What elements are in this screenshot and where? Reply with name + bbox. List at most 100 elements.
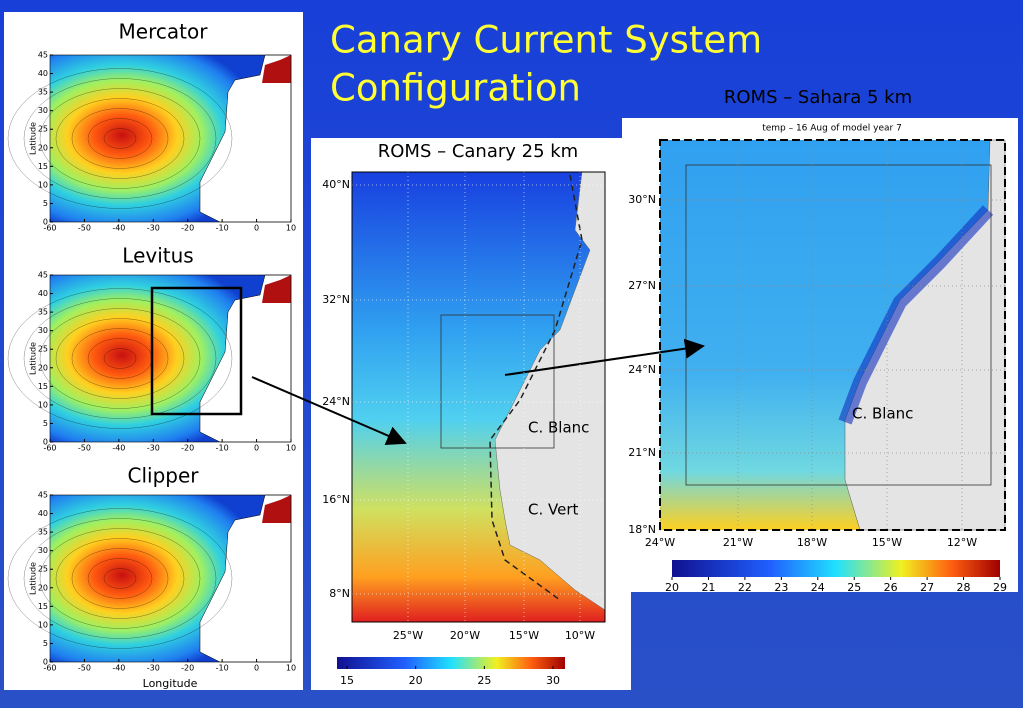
contour [39,88,201,189]
contour [23,518,217,639]
x-tick-label: -20 [181,224,194,233]
y-tick-label: 45 [38,271,48,280]
x-tick-label: -50 [78,444,91,453]
y-tick-label: 35 [38,88,48,97]
x-tick-label: 10 [286,664,296,673]
colorbar-label: 20 [409,674,423,687]
y-tick-label: 32°N [322,293,350,306]
contour [103,568,137,589]
y-tick-label: 16°N [322,493,350,506]
map-label: ROMS – Sahara 5 km [724,87,912,108]
y-tick-label: 5 [43,639,48,648]
y-tick-label: 8°N [329,587,350,600]
contour [55,538,185,619]
colorbar-label: 22 [738,581,752,594]
x-tick-label: 21°W [723,536,753,549]
y-tick-label: 0 [43,658,48,667]
x-tick-label: -60 [43,224,56,233]
axes [351,171,606,623]
colorbar-label: 23 [774,581,788,594]
contour [71,328,169,389]
y-tick-label: 24°N [322,395,350,408]
nest-box [440,314,555,449]
x-tick-label: -10 [216,444,229,453]
colorbar-label: 24 [811,581,825,594]
x-tick-label: -30 [147,444,160,453]
x-tick-label: -10 [216,224,229,233]
annotation: C. Blanc [852,405,913,423]
arrow [504,338,705,376]
y-tick-label: 25 [38,345,48,354]
x-tick-label: -60 [43,664,56,673]
y-axis-label: Latitude [29,122,38,155]
map-label: ROMS – Canary 25 km [378,141,578,162]
y-tick-label: 45 [38,491,48,500]
x-tick-label: -30 [147,664,160,673]
colorbar-label: 28 [957,581,971,594]
title-line: Canary Current System [330,19,762,62]
x-tick-label: -60 [43,444,56,453]
colorbar-label: 15 [340,674,354,687]
annotation: C. Vert [528,501,579,519]
x-tick-label: 0 [254,224,259,233]
title-line: Configuration [330,67,581,110]
x-tick-label: 0 [254,444,259,453]
x-tick-label: 20°W [450,629,480,642]
y-tick-label: 0 [43,438,48,447]
y-tick-label: 30 [38,326,48,335]
y-tick-label: 40 [38,289,48,298]
y-tick-label: 10 [38,400,48,409]
axes [659,139,1006,531]
contour [103,348,137,369]
axes [49,274,292,443]
contour [71,108,169,169]
contour [7,288,233,429]
axes [49,54,292,223]
y-tick-label: 15 [38,382,48,391]
sahara-colorbar [672,560,1000,577]
x-tick-label: 25°W [393,629,423,642]
contour [23,78,217,199]
colorbar-label: 21 [701,581,715,594]
x-tick-label: -40 [112,224,125,233]
y-tick-label: 5 [43,419,48,428]
contour [39,528,201,629]
colorbar-label: 26 [884,581,898,594]
y-tick-label: 40 [38,69,48,78]
axes [49,494,292,663]
y-tick-label: 24°N [628,363,656,376]
contour [55,318,185,399]
inner-box [685,164,992,486]
x-tick-label: 15°W [872,536,902,549]
x-tick-label: -40 [112,444,125,453]
y-tick-label: 30°N [628,193,656,206]
colorbar-label: 27 [920,581,934,594]
y-tick-label: 25 [38,565,48,574]
domain-outline [489,174,583,601]
x-tick-label: -20 [181,444,194,453]
x-tick-label: 0 [254,664,259,673]
y-tick-label: 15 [38,162,48,171]
contour [7,508,233,649]
arrow [251,376,407,446]
x-tick-label: -30 [147,224,160,233]
x-tick-label: 12°W [947,536,977,549]
x-tick-label: -20 [181,664,194,673]
x-tick-label: 24°W [645,536,675,549]
contour [23,298,217,419]
x-tick-label: 10°W [565,629,595,642]
panel-label: Levitus [122,244,193,268]
y-tick-label: 18°N [628,523,656,536]
contour [55,98,185,179]
x-tick-label: 10 [286,224,296,233]
contour [39,308,201,409]
y-tick-label: 27°N [628,279,656,292]
plot-title: temp – 16 Aug of model year 7 [762,124,902,134]
x-tick-label: -10 [216,664,229,673]
colorbar-label: 25 [847,581,861,594]
x-axis-label: Longitude [143,677,198,690]
contour [103,128,137,149]
europe [262,275,291,303]
y-tick-label: 21°N [628,446,656,459]
